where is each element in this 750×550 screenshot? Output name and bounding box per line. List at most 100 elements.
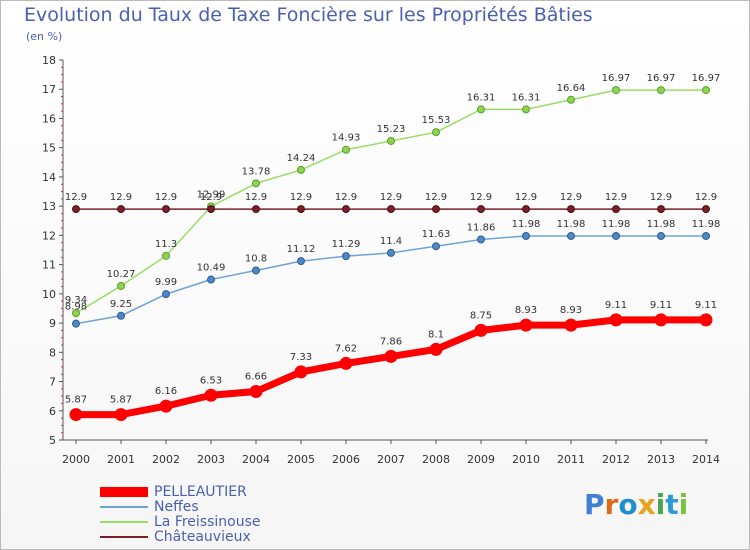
proxiti-logo: Proxiti	[584, 488, 688, 521]
data-point	[162, 290, 170, 299]
y-tick-label: 9	[49, 317, 56, 330]
legend-label: Châteauvieux	[154, 528, 251, 545]
data-point	[612, 86, 620, 95]
data-point	[522, 105, 530, 114]
y-tick-label: 11	[42, 259, 56, 272]
data-label: 11.98	[512, 219, 541, 230]
data-point	[342, 205, 350, 214]
data-label: 12.9	[245, 192, 267, 203]
data-label: 16.97	[602, 73, 631, 84]
data-label: 12.9	[200, 192, 222, 203]
data-point	[72, 205, 80, 214]
x-tick-label: 2006	[332, 453, 360, 466]
legend-label: La Freissinouse	[154, 513, 261, 530]
data-label: 12.9	[335, 192, 357, 203]
y-tick-label: 6	[49, 405, 56, 418]
data-point	[702, 231, 710, 240]
data-label: 7.62	[335, 343, 357, 354]
y-tick-label: 12	[42, 229, 56, 242]
data-point	[339, 356, 353, 370]
legend-item: Châteauvieux	[100, 528, 261, 545]
data-label: 12.9	[290, 192, 312, 203]
data-point	[702, 205, 710, 214]
x-tick-label: 2000	[62, 453, 90, 466]
data-point	[609, 313, 623, 327]
data-point	[432, 242, 440, 251]
logo-letter: t	[665, 488, 679, 521]
data-label: 9.34	[65, 295, 87, 306]
data-point	[657, 86, 665, 95]
y-tick-label: 5	[49, 434, 56, 447]
y-tick-label: 15	[42, 142, 56, 155]
data-point	[477, 235, 485, 244]
data-label: 6.53	[200, 375, 222, 386]
data-point	[252, 205, 260, 214]
data-point	[567, 205, 575, 214]
data-label: 16.97	[692, 73, 721, 84]
data-point	[207, 275, 215, 284]
data-label: 11.86	[467, 222, 496, 233]
data-point	[387, 205, 395, 214]
x-tick-label: 2010	[512, 453, 540, 466]
data-point	[612, 231, 620, 240]
data-label: 10.8	[245, 253, 267, 264]
data-point	[72, 319, 80, 328]
data-label: 12.9	[110, 192, 132, 203]
legend-swatch	[100, 505, 148, 508]
data-label: 12.99	[197, 189, 226, 200]
data-label: 15.53	[422, 115, 451, 126]
data-point	[657, 205, 665, 214]
y-tick-label: 13	[42, 200, 56, 213]
data-label: 12.9	[605, 192, 627, 203]
logo-letter: o	[618, 488, 638, 521]
y-tick-label: 18	[42, 54, 56, 67]
data-label: 16.31	[467, 92, 496, 103]
data-label: 11.4	[380, 236, 402, 247]
data-label: 8.98	[65, 302, 87, 313]
logo-letter: i	[655, 488, 666, 521]
y-tick-label: 10	[42, 288, 56, 301]
data-point	[162, 205, 170, 214]
logo-letter: i	[678, 488, 689, 521]
data-point	[432, 128, 440, 137]
data-point	[522, 205, 530, 214]
data-label: 7.33	[290, 352, 312, 363]
data-label: 12.9	[515, 192, 537, 203]
logo-letter: P	[584, 488, 605, 521]
data-label: 9.11	[650, 300, 672, 311]
x-tick-label: 2008	[422, 453, 450, 466]
data-label: 12.9	[380, 192, 402, 203]
data-label: 9.25	[110, 299, 132, 310]
data-label: 11.98	[557, 219, 586, 230]
data-label: 16.64	[557, 83, 586, 94]
legend-item: La Freissinouse	[100, 513, 261, 530]
logo-letter: r	[604, 488, 619, 521]
data-label: 10.49	[197, 263, 226, 274]
data-point	[342, 145, 350, 154]
x-tick-label: 2001	[107, 453, 135, 466]
data-label: 8.93	[515, 305, 537, 316]
data-point	[387, 136, 395, 145]
data-label: 12.9	[65, 192, 87, 203]
data-point	[114, 408, 128, 422]
data-point	[249, 384, 263, 398]
data-label: 13.78	[242, 166, 271, 177]
legend-swatch	[100, 535, 148, 538]
data-point	[384, 349, 398, 363]
data-label: 11.63	[422, 229, 451, 240]
data-label: 14.24	[287, 153, 316, 164]
x-tick-label: 2013	[647, 453, 675, 466]
data-point	[522, 231, 530, 240]
series-line	[76, 316, 706, 419]
x-tick-label: 2003	[197, 453, 225, 466]
data-point	[252, 266, 260, 275]
x-tick-label: 2002	[152, 453, 180, 466]
data-label: 11.29	[332, 239, 361, 250]
data-label: 11.3	[155, 239, 177, 250]
y-tick-label: 17	[42, 83, 56, 96]
data-label: 14.93	[332, 133, 361, 144]
data-label: 11.12	[287, 244, 316, 255]
data-label: 5.87	[110, 395, 132, 406]
data-label: 8.93	[560, 305, 582, 316]
